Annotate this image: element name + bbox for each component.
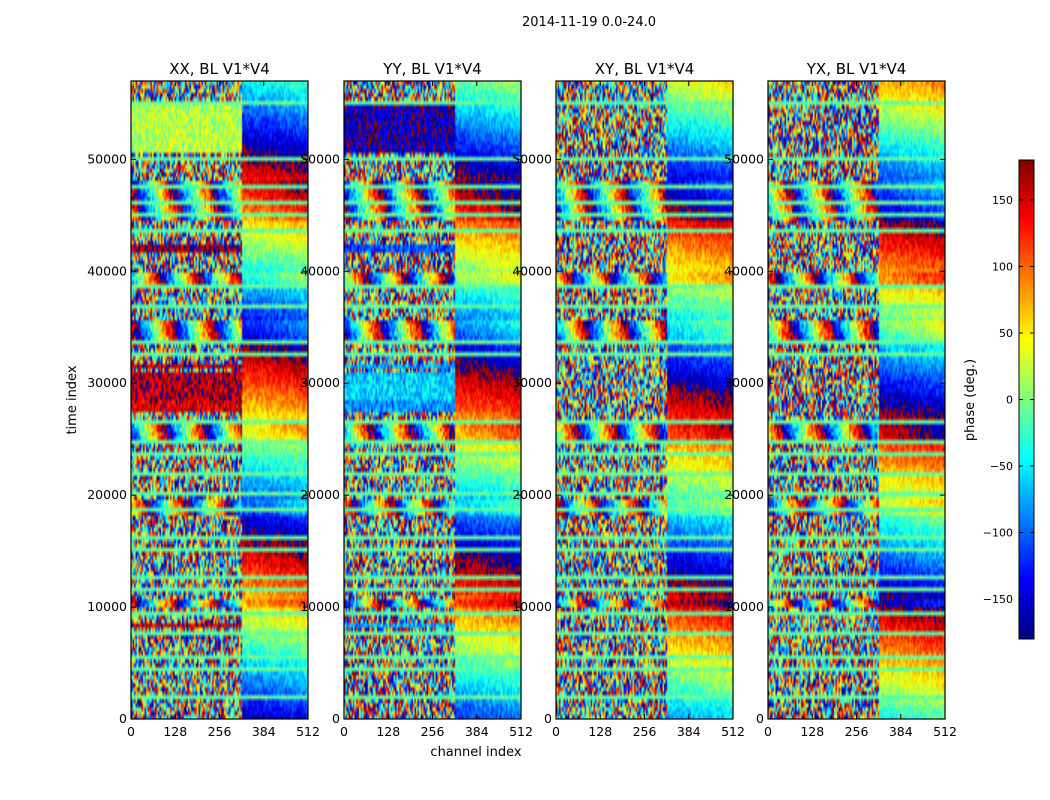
x-tick-label: 384: [465, 724, 489, 739]
x-tick-label: 384: [889, 724, 913, 739]
colorbar-tick-label: 150: [992, 194, 1013, 207]
y-tick-label: 50000: [512, 151, 552, 166]
panel-title: XY, BL V1*V4: [595, 60, 695, 78]
x-tick-label: 256: [208, 724, 232, 739]
y-tick-label: 40000: [87, 263, 127, 278]
x-tick-label: 128: [588, 724, 612, 739]
y-tick-label: 50000: [724, 151, 764, 166]
panel-title: YX, BL V1*V4: [806, 60, 907, 78]
panel-0: XX, BL V1*V4 0 128 256 384 512 0 10000 20000 3000…: [87, 60, 320, 739]
x-tick-label: 0: [552, 724, 560, 739]
x-tick-label: 256: [633, 724, 657, 739]
y-tick-label: 10000: [512, 599, 552, 614]
y-tick-label: 30000: [724, 375, 764, 390]
panels: XX, BL V1*V4 0 128 256 384 512 0 10000 20000 3000…: [87, 60, 957, 739]
colorbar-label: phase (deg.): [963, 359, 978, 441]
y-tick-label: 10000: [724, 599, 764, 614]
figure-suptitle: 2014-11-19 0.0-24.0: [522, 15, 656, 30]
x-tick-label: 0: [340, 724, 348, 739]
y-tick-label: 40000: [724, 263, 764, 278]
x-tick-label: 0: [127, 724, 135, 739]
panel-1: YY, BL V1*V4 0 128 256 384 512 0 10000 20000 3000…: [300, 60, 533, 739]
y-tick-label: 50000: [300, 151, 340, 166]
panel-3: YX, BL V1*V4 0 128 256 384 512 0 10000 20000 3000…: [724, 60, 957, 739]
y-tick-label: 30000: [300, 375, 340, 390]
x-tick-label: 0: [764, 724, 772, 739]
colorbar-tick-label: −100: [983, 527, 1013, 540]
y-tick-label: 10000: [300, 599, 340, 614]
x-tick-label: 512: [296, 724, 320, 739]
heatmap-raster: [344, 81, 521, 719]
panel-title: YY, BL V1*V4: [382, 60, 481, 78]
x-tick-label: 512: [509, 724, 533, 739]
colorbar-tick-label: 100: [992, 260, 1013, 273]
y-tick-label: 20000: [512, 487, 552, 502]
x-tick-label: 256: [845, 724, 869, 739]
y-tick-label: 0: [332, 711, 340, 726]
y-tick-label: 50000: [87, 151, 127, 166]
heatmap-raster: [556, 81, 733, 719]
y-tick-label: 0: [756, 711, 764, 726]
heatmap-raster: [131, 81, 308, 719]
y-tick-label: 0: [544, 711, 552, 726]
y-tick-label: 20000: [87, 487, 127, 502]
x-axis-label: channel index: [430, 745, 521, 760]
y-tick-label: 0: [119, 711, 127, 726]
colorbar-tick-label: −150: [983, 593, 1013, 606]
colorbar: −150 −100 −50 0 50 100 150: [983, 159, 1035, 640]
x-tick-label: 384: [252, 724, 276, 739]
y-axis-label: time index: [65, 365, 80, 434]
heatmap-raster: [768, 81, 945, 719]
x-tick-label: 384: [677, 724, 701, 739]
y-tick-label: 20000: [300, 487, 340, 502]
y-tick-label: 40000: [300, 263, 340, 278]
x-tick-label: 512: [721, 724, 745, 739]
panel-2: XY, BL V1*V4 0 128 256 384 512 0 10000 20000 3000…: [512, 60, 745, 739]
x-tick-label: 512: [933, 724, 957, 739]
x-tick-label: 256: [421, 724, 445, 739]
x-tick-label: 128: [800, 724, 824, 739]
colorbar-tick-label: 50: [999, 327, 1013, 340]
y-tick-label: 30000: [512, 375, 552, 390]
y-tick-label: 40000: [512, 263, 552, 278]
panel-title: XX, BL V1*V4: [169, 60, 270, 78]
y-tick-label: 10000: [87, 599, 127, 614]
y-tick-label: 20000: [724, 487, 764, 502]
y-tick-label: 30000: [87, 375, 127, 390]
x-tick-label: 128: [376, 724, 400, 739]
colorbar-tick-label: 0: [1006, 394, 1013, 407]
colorbar-tick-label: −50: [990, 460, 1013, 473]
x-tick-label: 128: [163, 724, 187, 739]
